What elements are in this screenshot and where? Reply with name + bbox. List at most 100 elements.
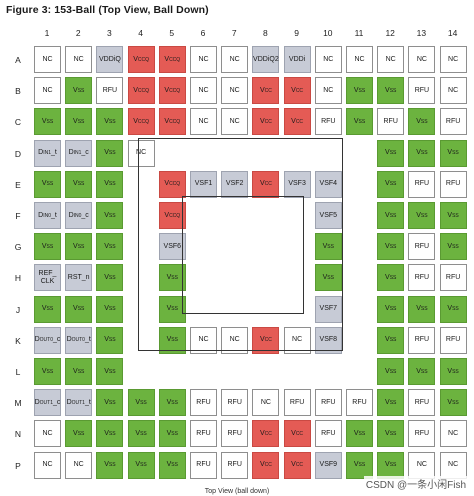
row-header-M: M [14,398,22,409]
ball-C13: V SS [408,108,436,136]
ball-L14: V SS [439,358,467,385]
ball-B11: V SS [346,77,373,105]
ball-E14: RFU [439,170,467,198]
ball-G14: V SS [439,233,467,261]
ball-P6: RFU [190,451,217,479]
ball-E8: V CC [252,170,280,198]
ball-P3: V SS [96,451,124,479]
ball-H10: V SS [314,264,342,292]
ball-P9: V CC [283,451,311,479]
ball-B6: NC [190,77,217,105]
ball-M13: RFU [408,389,436,417]
ball-K3: V SS [96,326,124,354]
ball-J5: V SS [158,295,186,323]
ball-G5: VSF6 [158,233,186,261]
ball-P7: RFU [221,451,249,479]
ball-P2: NC [65,451,93,479]
ball-G12: V SS [377,233,405,261]
row-header-E: E [15,179,21,190]
ball-E5: V CCQ [158,170,186,198]
ball-K6: NC [190,326,217,354]
ball-C9: V CC [283,108,311,136]
ball-J2: V SS [65,295,93,323]
ball-C6: NC [190,108,217,136]
row-header-C: C [14,117,22,128]
ball-E3: V SS [96,170,124,198]
ball-E9: VSF3 [283,170,311,198]
ball-L1: V SS [34,358,61,385]
ball-A1: NC [34,46,61,73]
column-header-5: 5 [169,28,175,38]
ball-P10: VSF9 [314,451,342,479]
ball-P1: NC [34,451,61,479]
ball-D3: V SS [96,139,124,167]
column-header-9: 9 [294,28,299,38]
ball-B9: V CC [283,77,311,105]
ball-F1: D IN0 _t [34,202,61,229]
ball-K13: RFU [408,326,436,354]
ball-B7: NC [221,77,249,105]
ball-A8: VDDiQ2 [252,46,280,73]
ball-L3: V SS [96,358,124,385]
ball-K7: NC [221,326,249,354]
ball-N5: V SS [158,420,186,448]
ball-J1: V SS [34,295,61,323]
ball-C1: V SS [34,108,61,136]
ball-E12: V SS [377,170,405,198]
row-header-D: D [14,148,22,159]
column-header-3: 3 [107,28,112,38]
row-header-F: F [15,211,21,221]
ball-K5: V SS [158,326,186,354]
ball-D14: V SS [439,139,467,167]
ball-F5: V CCQ [158,202,186,229]
ball-K1: D OUT0 _c [34,326,61,354]
ball-J12: V SS [377,295,405,323]
ball-A5: V CCQ [158,46,186,73]
ball-N11: V SS [346,420,373,448]
column-header-13: 13 [416,28,427,38]
ball-B3: RFU [96,77,124,105]
ball-K8: V CC [252,326,280,354]
ball-F12: V SS [377,202,405,229]
ball-K14: RFU [439,326,467,354]
ball-C14: RFU [439,108,467,136]
ball-N10: RFU [314,420,342,448]
ball-M10: RFU [314,389,342,417]
ball-M5: V SS [158,389,186,417]
ball-A6: NC [190,46,217,73]
ball-C5: V CCQ [158,108,186,136]
figure-footer: Top View (ball down) [204,488,270,495]
ball-N13: RFU [408,420,436,448]
ball-N7: RFU [221,420,249,448]
ball-D2: D IN1 _c [65,139,93,167]
column-header-6: 6 [200,28,206,38]
ball-M8: NC [252,389,280,417]
column-header-12: 12 [385,28,395,38]
column-header-1: 1 [44,28,50,38]
row-header-L: L [15,367,21,377]
row-header-P: P [15,460,21,471]
ball-D4: NC [127,139,155,167]
ball-E10: VSF4 [314,170,342,198]
ball-D1: D IN1 _t [34,139,61,167]
ball-C2: V SS [65,108,93,136]
ball-M12: V SS [377,389,405,417]
ball-M7: RFU [221,389,249,417]
row-header-J: J [15,304,21,315]
row-header-N: N [14,429,22,440]
ball-E1: V SS [34,170,61,198]
ball-P13: NC [408,451,436,479]
ball-G2: V SS [65,233,93,261]
ball-P12: V SS [377,451,405,479]
ball-B10: NC [314,77,342,105]
center-region-outline [182,196,304,314]
ball-K10: VSF8 [314,326,342,354]
ball-K12: V SS [377,326,405,354]
row-header-A: A [15,55,21,65]
ball-P4: V SS [127,451,155,479]
ball-M6: RFU [190,389,217,417]
ball-B1: NC [34,77,61,105]
ball-B4: V CCQ [127,77,155,105]
ball-P8: V CC [252,451,280,479]
ball-F14: V SS [439,202,467,229]
